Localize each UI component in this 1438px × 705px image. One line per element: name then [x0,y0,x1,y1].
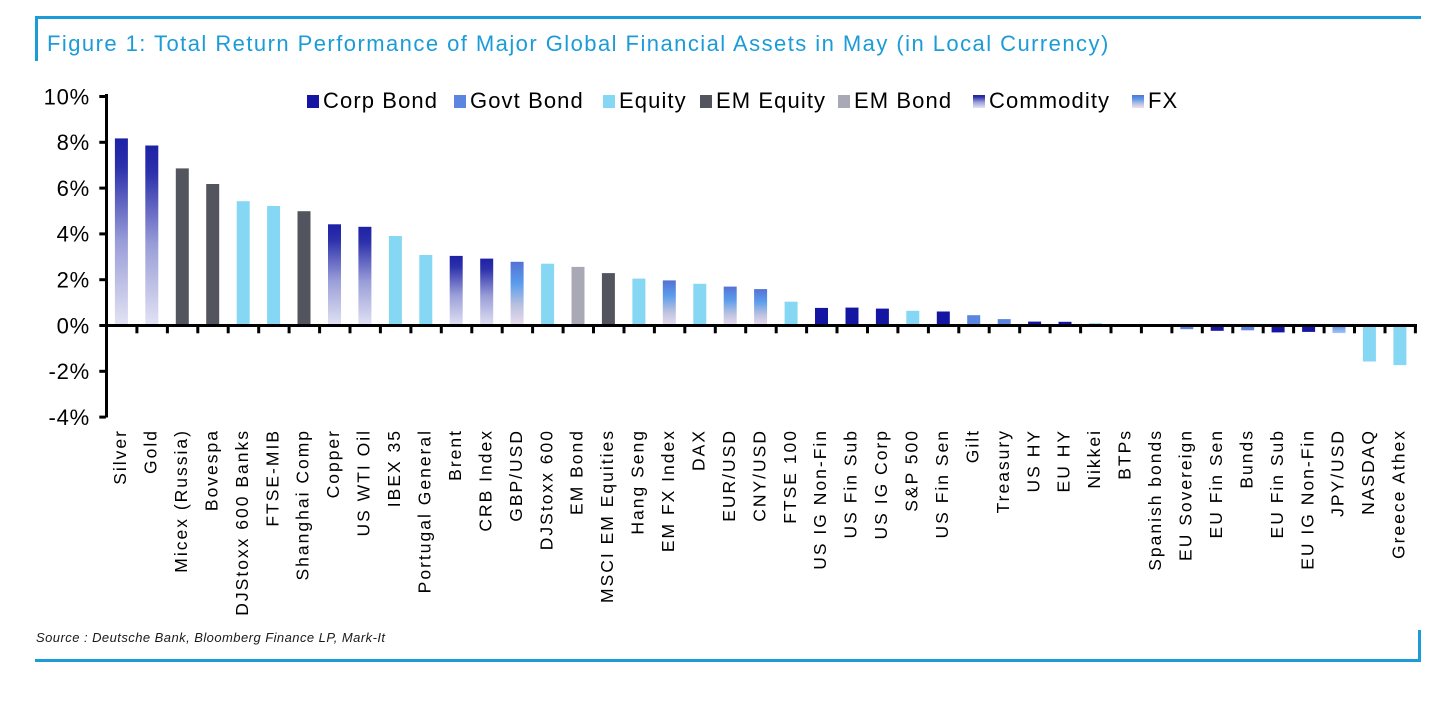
svg-text:2%: 2% [57,268,90,293]
svg-text:Copper: Copper [323,429,343,498]
svg-text:Portugal General: Portugal General [415,429,435,593]
svg-text:Commodity: Commodity [989,88,1110,113]
svg-text:EM Equity: EM Equity [716,88,826,113]
svg-text:CNY/USD: CNY/USD [749,429,769,522]
svg-text:EUR/USD: EUR/USD [719,429,739,522]
svg-text:CRB Index: CRB Index [475,429,495,532]
svg-text:EU HY: EU HY [1054,429,1074,492]
svg-text:Hang Seng: Hang Seng [628,429,648,535]
svg-text:Source : Deutsche Bank, Bloomb: Source : Deutsche Bank, Bloomberg Financ… [36,630,386,645]
svg-text:DJStoxx 600: DJStoxx 600 [536,429,556,550]
svg-text:Govt Bond: Govt Bond [470,88,584,113]
svg-text:8%: 8% [57,130,90,155]
svg-text:MSCI EM Equities: MSCI EM Equities [597,429,617,603]
svg-text:GBP/USD: GBP/USD [506,429,526,522]
svg-text:US HY: US HY [1023,429,1043,492]
svg-text:Nikkei: Nikkei [1084,429,1104,489]
svg-text:EU Sovereign: EU Sovereign [1176,429,1196,561]
svg-text:Equity: Equity [619,88,687,113]
svg-text:-2%: -2% [48,359,90,384]
svg-text:Silver: Silver [110,429,130,485]
svg-text:NASDAQ: NASDAQ [1358,429,1378,515]
svg-text:6%: 6% [57,176,90,201]
svg-text:-4%: -4% [48,405,90,430]
svg-text:Spanish bonds: Spanish bonds [1145,429,1165,571]
svg-text:EM FX Index: EM FX Index [658,429,678,552]
svg-text:Micex (Russia): Micex (Russia) [171,429,191,573]
svg-text:BTPs: BTPs [1115,429,1135,480]
svg-text:IBEX 35: IBEX 35 [384,429,404,507]
svg-text:FTSE-MIB: FTSE-MIB [262,429,282,527]
svg-text:Gold: Gold [141,429,161,474]
svg-text:EU Fin Sub: EU Fin Sub [1267,429,1287,538]
svg-text:DJStoxx 600 Banks: DJStoxx 600 Banks [232,429,252,616]
svg-text:US IG Non-Fin: US IG Non-Fin [810,429,830,570]
svg-text:FX: FX [1148,88,1178,113]
svg-text:Bunds: Bunds [1236,429,1256,489]
svg-text:EM Bond: EM Bond [567,429,587,515]
svg-text:Bovespa: Bovespa [201,429,221,511]
svg-text:JPY/USD: JPY/USD [1328,429,1348,517]
svg-text:S&P 500: S&P 500 [902,429,922,512]
svg-text:Greece Athex: Greece Athex [1389,429,1409,559]
svg-text:Gilt: Gilt [962,429,982,463]
svg-text:Brent: Brent [445,429,465,481]
svg-text:Corp Bond: Corp Bond [323,88,438,113]
svg-text:0%: 0% [57,313,90,338]
svg-text:DAX: DAX [689,429,709,471]
svg-text:US WTI Oil: US WTI Oil [354,429,374,537]
svg-text:US IG Corp: US IG Corp [871,429,891,539]
svg-text:EM Bond: EM Bond [854,88,952,113]
svg-text:Treasury: Treasury [993,429,1013,513]
svg-text:Shanghai Comp: Shanghai Comp [293,429,313,581]
svg-text:10%: 10% [44,84,90,109]
svg-text:FTSE 100: FTSE 100 [780,429,800,524]
svg-text:Figure 1: Total Return Perform: Figure 1: Total Return Performance of Ma… [47,31,1110,56]
svg-text:US Fin Sen: US Fin Sen [932,429,952,538]
svg-text:EU IG Non-Fin: EU IG Non-Fin [1297,429,1317,570]
svg-text:EU Fin Sen: EU Fin Sen [1206,429,1226,538]
svg-text:US Fin Sub: US Fin Sub [841,429,861,538]
svg-text:4%: 4% [57,222,90,247]
